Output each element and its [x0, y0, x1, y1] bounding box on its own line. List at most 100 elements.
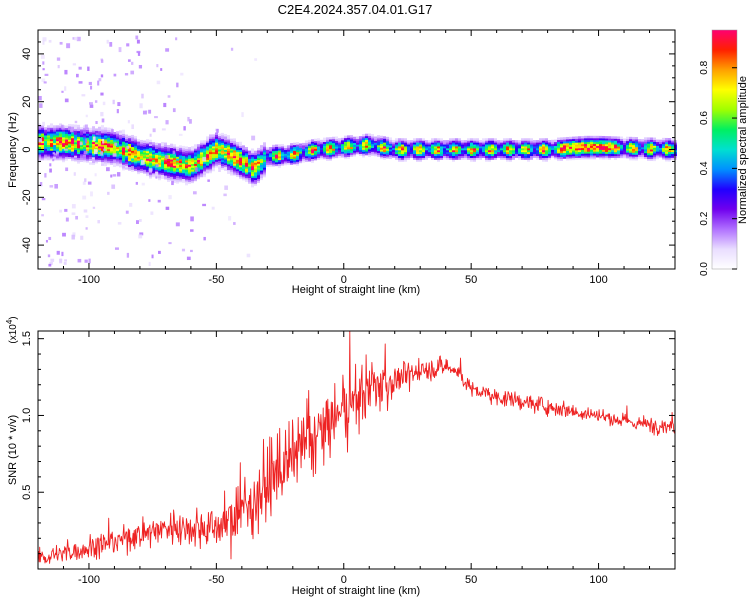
heatmap-speck — [100, 92, 104, 96]
heatmap-cell — [86, 154, 89, 157]
heatmap-cell — [95, 141, 98, 145]
heatmap-cell — [212, 159, 215, 162]
heatmap-cell — [47, 129, 50, 132]
heatmap-cell — [623, 138, 626, 142]
heatmap-cell — [254, 156, 257, 159]
heatmap-cell — [113, 158, 116, 162]
heatmap-speck — [109, 42, 113, 47]
heatmap-cell — [203, 165, 206, 168]
heatmap-cell — [509, 142, 512, 145]
heatmap-cell — [638, 150, 641, 153]
heatmap-cell — [299, 151, 302, 154]
heatmap-cell — [254, 183, 257, 186]
heatmap-cell — [245, 171, 248, 175]
heatmap-cell — [506, 155, 509, 158]
heatmap-cell — [347, 148, 350, 152]
heatmap-cell — [50, 144, 53, 147]
heatmap-cell — [266, 164, 269, 167]
heatmap-cell — [98, 142, 101, 145]
heatmap-cell — [227, 144, 230, 148]
heatmap-cell — [437, 151, 440, 155]
heatmap-cell — [359, 138, 362, 141]
heatmap-speck — [87, 181, 92, 185]
heatmap-cell — [176, 152, 179, 155]
heatmap-cell — [509, 138, 512, 141]
heatmap-cell — [233, 140, 236, 143]
heatmap-cell — [41, 131, 44, 134]
heatmap-cell — [320, 149, 323, 152]
heatmap-cell — [242, 160, 245, 164]
heatmap-cell — [374, 147, 377, 151]
heatmap-cell — [128, 143, 131, 146]
heatmap-cell — [137, 165, 140, 169]
heatmap-cell — [83, 142, 86, 146]
heatmap-cell — [470, 142, 473, 145]
heatmap-cell — [299, 145, 302, 148]
heatmap-cell — [221, 142, 224, 145]
heatmap-cell — [212, 166, 215, 170]
heatmap-cell — [305, 151, 308, 155]
heatmap-cell — [200, 142, 203, 145]
heatmap-cell — [443, 145, 446, 149]
heatmap-cell — [425, 149, 428, 153]
heatmap-cell — [476, 142, 479, 145]
heatmap-cell — [509, 151, 512, 155]
heatmap-cell — [620, 148, 623, 151]
heatmap-cell — [188, 171, 191, 175]
heatmap-cell — [98, 145, 101, 149]
heatmap-cell — [236, 166, 239, 170]
heatmap-cell — [143, 140, 146, 144]
heatmap-cell — [332, 155, 335, 159]
heatmap-cell — [182, 155, 185, 158]
heatmap-cell — [56, 142, 59, 146]
heatmap-cell — [557, 139, 560, 142]
heatmap-cell — [266, 160, 269, 164]
heatmap-cell — [620, 149, 623, 153]
heatmap-cell — [263, 169, 266, 172]
heatmap-cell — [602, 145, 605, 149]
heatmap-cell — [284, 157, 287, 160]
heatmap-cell — [80, 157, 83, 161]
heatmap-cell — [428, 151, 431, 155]
heatmap-cell — [587, 154, 590, 158]
heatmap-cell — [464, 157, 467, 160]
heatmap-cell — [239, 162, 242, 166]
heatmap-cell — [107, 139, 110, 142]
heatmap-cell — [158, 164, 161, 167]
heatmap-cell — [116, 146, 119, 150]
heatmap-cell — [164, 157, 167, 161]
heatmap-cell — [89, 150, 92, 154]
heatmap-speck — [172, 108, 176, 113]
heatmap-cell — [215, 161, 218, 164]
heatmap-cell — [53, 129, 56, 132]
heatmap-cell — [398, 159, 401, 162]
heatmap-cell — [299, 153, 302, 156]
heatmap-cell — [179, 174, 182, 177]
heatmap-cell — [449, 143, 452, 147]
heatmap-cell — [101, 163, 104, 166]
heatmap-cell — [248, 164, 251, 167]
heatmap-cell — [215, 144, 218, 147]
heatmap-cell — [149, 149, 152, 152]
heatmap-cell — [56, 131, 59, 134]
heatmap-cell — [134, 153, 137, 156]
heatmap-cell — [140, 151, 143, 154]
heatmap-cell — [392, 147, 395, 151]
heatmap-cell — [425, 145, 428, 149]
heatmap-cell — [77, 138, 80, 141]
heatmap-cell — [242, 177, 245, 181]
heatmap-cell — [38, 127, 41, 130]
heatmap-cell — [125, 161, 128, 164]
heatmap-cell — [197, 157, 200, 161]
heatmap-speck — [49, 168, 52, 173]
heatmap-cell — [296, 147, 299, 151]
heatmap-cell — [665, 155, 668, 158]
heatmap-cell — [659, 139, 662, 143]
heatmap-cell — [581, 143, 584, 147]
heatmap-cell — [59, 129, 62, 132]
heatmap-cell — [395, 151, 398, 155]
heatmap-cell — [161, 159, 164, 162]
heatmap-cell — [113, 132, 116, 135]
heatmap-cell — [653, 158, 656, 162]
heatmap-cell — [122, 141, 125, 144]
